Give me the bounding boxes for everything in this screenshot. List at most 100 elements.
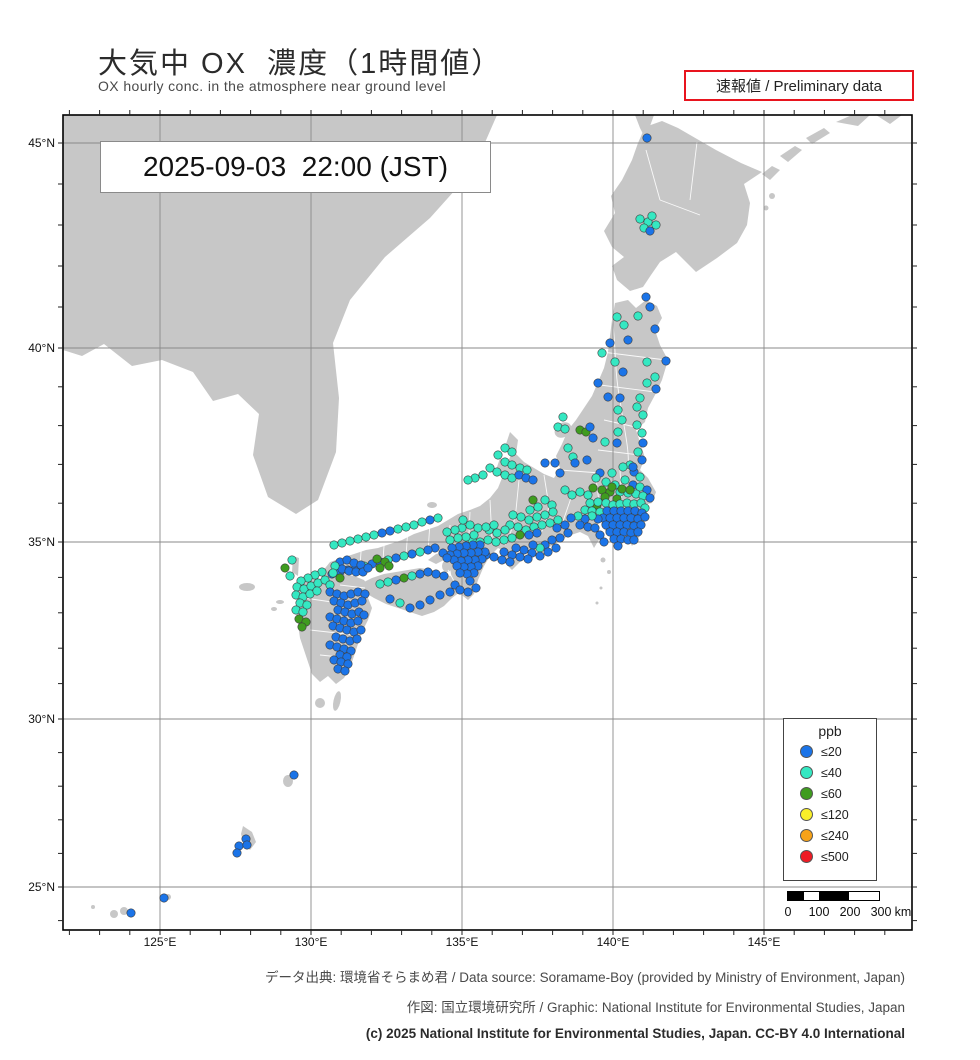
station-dot <box>513 522 523 532</box>
page-subtitle: OX hourly conc. in the atmosphere near g… <box>98 78 447 94</box>
station-dot <box>409 520 419 530</box>
legend-items: ≤20 ≤40 ≤60 ≤120 ≤240 ≤500 <box>784 741 876 867</box>
station-dot <box>528 495 538 505</box>
station-dot <box>415 600 425 610</box>
station-dot <box>533 502 543 512</box>
station-dot <box>635 393 645 403</box>
station-dot <box>471 583 481 593</box>
legend-color-dot <box>800 766 813 779</box>
station-dot <box>298 607 308 617</box>
station-dot <box>500 525 510 535</box>
station-dot <box>159 893 169 903</box>
station-dot <box>431 569 441 579</box>
station-dot <box>450 525 460 535</box>
station-dot <box>297 622 307 632</box>
station-dot <box>369 530 379 540</box>
station-dot <box>391 553 401 563</box>
station-dot <box>613 427 623 437</box>
station-dot <box>617 484 627 494</box>
station-dot <box>560 520 570 530</box>
station-dot <box>458 515 468 525</box>
station-dot <box>540 495 550 505</box>
station-dot <box>563 443 573 453</box>
station-dots <box>126 133 671 918</box>
station-dot <box>465 576 475 586</box>
station-dot <box>641 292 651 302</box>
station-dot <box>532 528 542 538</box>
station-dot <box>425 515 435 525</box>
station-dot <box>516 512 526 522</box>
station-dot <box>423 545 433 555</box>
station-dot <box>465 520 475 530</box>
legend-color-dot <box>800 787 813 800</box>
lon-axis-label: 125°E <box>144 935 177 949</box>
station-dot <box>515 552 525 562</box>
scale-bar <box>787 891 880 901</box>
station-dot <box>553 515 563 525</box>
station-dot <box>442 553 452 563</box>
station-dot <box>635 214 645 224</box>
scale-label: 300 <box>870 905 892 919</box>
station-dot <box>567 490 577 500</box>
station-dot <box>638 410 648 420</box>
station-dot <box>407 549 417 559</box>
station-dot <box>633 311 643 321</box>
station-dot <box>353 534 363 544</box>
station-dot <box>645 302 655 312</box>
station-dot <box>489 552 499 562</box>
station-dot <box>375 563 385 573</box>
station-dot <box>650 324 660 334</box>
station-dot <box>550 458 560 468</box>
station-dot <box>385 594 395 604</box>
station-dot <box>640 512 650 522</box>
lat-axis-label: 40°N <box>28 341 55 355</box>
station-dot <box>445 535 455 545</box>
station-dot <box>642 378 652 388</box>
station-dot <box>463 475 473 485</box>
station-dot <box>375 579 385 589</box>
station-dot <box>629 535 639 545</box>
station-dot <box>593 497 603 507</box>
station-dot <box>340 666 350 676</box>
footer-data-source: データ出典: 環境省そらまめ君 / Data source: Soramame-… <box>265 970 905 985</box>
station-dot <box>302 600 312 610</box>
station-dot <box>601 477 611 487</box>
station-dot <box>637 455 647 465</box>
station-dot <box>632 420 642 430</box>
station-dot <box>469 530 479 540</box>
station-dot <box>312 586 322 596</box>
station-dot <box>481 522 491 532</box>
station-dot <box>566 513 576 523</box>
station-dot <box>645 493 655 503</box>
station-dot <box>547 535 557 545</box>
station-dot <box>515 530 525 540</box>
station-dot <box>590 523 600 533</box>
station-dot <box>560 424 570 434</box>
lat-axis-label: 25°N <box>28 880 55 894</box>
lon-axis-label: 130°E <box>295 935 328 949</box>
station-dot <box>377 528 387 538</box>
station-dot <box>491 537 501 547</box>
station-dot <box>384 561 394 571</box>
station-dot <box>582 455 592 465</box>
timestamp-box: 2025-09-03 22:00 (JST) <box>100 141 491 193</box>
station-dot <box>545 518 555 528</box>
station-dot <box>455 585 465 595</box>
station-dot <box>615 393 625 403</box>
station-dot <box>623 335 633 345</box>
legend-row: ≤120 <box>784 804 876 825</box>
station-dot <box>620 475 630 485</box>
station-dot <box>356 625 366 635</box>
legend-title: ppb <box>818 723 842 739</box>
legend-label: ≤40 <box>821 765 842 780</box>
station-dot <box>405 603 415 613</box>
legend-label: ≤500 <box>821 849 849 864</box>
station-dot <box>637 428 647 438</box>
lon-axis-label: 140°E <box>597 935 630 949</box>
station-dot <box>232 848 242 858</box>
station-dot <box>642 133 652 143</box>
station-dot <box>425 595 435 605</box>
station-dot <box>607 482 617 492</box>
